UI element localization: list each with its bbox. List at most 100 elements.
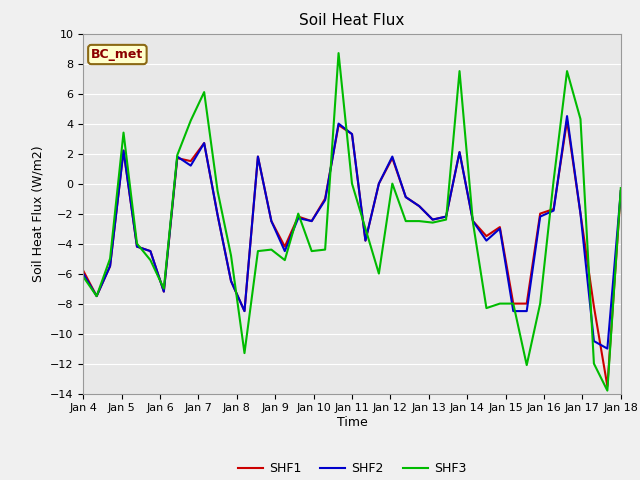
SHF1 xyxy=(200,140,208,146)
SHF3 xyxy=(362,226,369,231)
SHF2 xyxy=(563,113,571,119)
SHF1 xyxy=(604,383,611,389)
SHF3 xyxy=(550,178,557,183)
SHF1 xyxy=(402,194,410,200)
SHF2 xyxy=(214,212,221,218)
SHF2 xyxy=(133,244,141,250)
SHF3 xyxy=(577,116,584,122)
SHF2 xyxy=(617,188,625,194)
Legend: SHF1, SHF2, SHF3: SHF1, SHF2, SHF3 xyxy=(233,457,471,480)
SHF1 xyxy=(294,214,302,219)
SHF3 xyxy=(294,211,302,216)
SHF3 xyxy=(604,388,611,394)
SHF1 xyxy=(388,155,396,161)
SHF1 xyxy=(241,308,248,314)
Title: Soil Heat Flux: Soil Heat Flux xyxy=(300,13,404,28)
SHF1 xyxy=(375,181,383,187)
SHF1 xyxy=(254,154,262,159)
SHF1 xyxy=(456,149,463,155)
SHF1 xyxy=(617,188,625,194)
SHF3 xyxy=(590,361,598,367)
SHF2 xyxy=(160,289,168,295)
SHF3 xyxy=(617,185,625,191)
SHF1 xyxy=(93,293,100,299)
SHF3 xyxy=(375,271,383,276)
SHF1 xyxy=(147,248,154,254)
SHF2 xyxy=(187,163,195,168)
SHF3 xyxy=(523,362,531,368)
SHF3 xyxy=(536,300,544,307)
SHF2 xyxy=(604,346,611,351)
SHF2 xyxy=(241,308,248,314)
SHF2 xyxy=(227,278,235,284)
SHF3 xyxy=(442,217,450,223)
SHF3 xyxy=(308,248,316,254)
SHF1 xyxy=(496,224,504,230)
SHF3 xyxy=(79,274,87,279)
SHF1 xyxy=(120,148,127,154)
SHF3 xyxy=(147,257,154,263)
SHF3 xyxy=(268,247,275,252)
SHF2 xyxy=(483,238,490,243)
Line: SHF2: SHF2 xyxy=(83,116,621,348)
SHF2 xyxy=(120,148,127,154)
SHF3 xyxy=(402,218,410,224)
SHF3 xyxy=(227,252,235,258)
SHF3 xyxy=(388,181,396,187)
SHF3 xyxy=(93,293,100,299)
SHF1 xyxy=(308,218,316,224)
SHF3 xyxy=(281,257,289,263)
SHF3 xyxy=(160,286,168,291)
SHF1 xyxy=(362,238,369,243)
SHF3 xyxy=(496,300,504,307)
SHF3 xyxy=(321,247,329,252)
SHF1 xyxy=(509,300,517,307)
SHF1 xyxy=(469,218,477,224)
SHF1 xyxy=(415,203,423,209)
SHF2 xyxy=(321,197,329,203)
SHF2 xyxy=(200,140,208,146)
SHF2 xyxy=(536,214,544,219)
SHF2 xyxy=(456,149,463,155)
SHF3 xyxy=(483,305,490,311)
Text: BC_met: BC_met xyxy=(92,48,143,61)
SHF3 xyxy=(200,89,208,95)
SHF1 xyxy=(590,304,598,310)
SHF3 xyxy=(254,248,262,254)
SHF3 xyxy=(133,241,141,247)
SHF1 xyxy=(227,278,235,284)
Y-axis label: Soil Heat Flux (W/m2): Soil Heat Flux (W/m2) xyxy=(31,145,44,282)
SHF2 xyxy=(402,194,410,200)
SHF1 xyxy=(348,131,356,137)
SHF1 xyxy=(173,155,181,161)
SHF2 xyxy=(268,218,275,224)
SHF3 xyxy=(214,188,221,194)
SHF2 xyxy=(294,215,302,221)
SHF2 xyxy=(106,263,114,269)
SHF2 xyxy=(590,338,598,344)
SHF2 xyxy=(523,308,531,314)
SHF1 xyxy=(442,214,450,219)
SHF1 xyxy=(483,233,490,239)
SHF1 xyxy=(133,244,141,250)
SHF2 xyxy=(348,131,356,137)
SHF3 xyxy=(241,350,248,356)
SHF1 xyxy=(268,218,275,224)
SHF3 xyxy=(187,118,195,123)
SHF2 xyxy=(79,271,87,276)
SHF2 xyxy=(469,218,477,224)
X-axis label: Time: Time xyxy=(337,416,367,429)
SHF1 xyxy=(160,289,168,295)
SHF1 xyxy=(79,268,87,274)
Line: SHF3: SHF3 xyxy=(83,53,621,391)
SHF3 xyxy=(348,181,356,187)
SHF2 xyxy=(173,154,181,159)
SHF2 xyxy=(550,208,557,214)
SHF2 xyxy=(496,226,504,231)
SHF2 xyxy=(362,238,369,243)
SHF2 xyxy=(281,248,289,254)
SHF2 xyxy=(335,121,342,127)
SHF2 xyxy=(147,248,154,254)
SHF3 xyxy=(120,130,127,135)
SHF3 xyxy=(415,218,423,224)
